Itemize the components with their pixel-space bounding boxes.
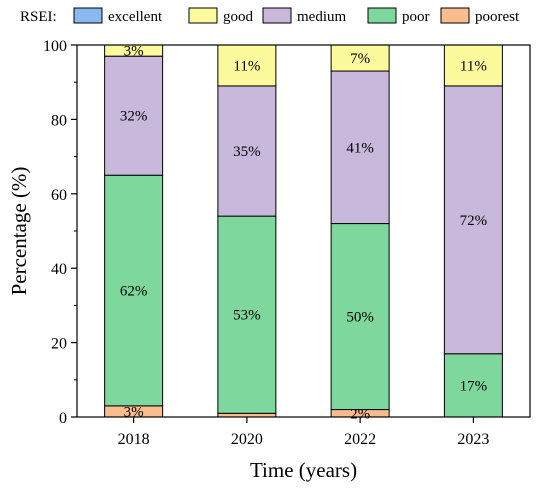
bar-segment-good-2023 [443, 44, 503, 87]
y-tick-label: 20 [51, 336, 67, 353]
legend-label-poor: poor [402, 9, 430, 25]
data-label-medium-2020: 35% [233, 144, 261, 160]
data-label-poor-2018: 62% [120, 284, 148, 300]
legend-swatch-medium [262, 7, 292, 24]
x-tick-label: 2018 [118, 431, 150, 448]
y-tick-label: 60 [51, 187, 67, 204]
bar-segment-medium-2018 [104, 55, 164, 176]
bar-segment-poor-2022 [330, 223, 390, 411]
data-label-good-2018: 3% [124, 44, 144, 60]
data-label-poorest-2022: 2% [350, 406, 370, 422]
y-tick-label: 40 [51, 261, 67, 278]
axes: 0 20 40 60 80 100 2018 2020 2022 2023 [43, 38, 489, 448]
data-labels: 3%62%32%3%53%35%11%2%50%41%7%17%72%11% [120, 44, 487, 423]
data-label-medium-2018: 32% [120, 109, 148, 125]
y-tick-label: 100 [43, 38, 67, 55]
data-label-good-2023: 11% [460, 58, 487, 74]
y-axis-title: Percentage (%) [7, 167, 31, 296]
y-tick-label: 0 [59, 410, 67, 427]
x-tick-label: 2022 [344, 431, 376, 448]
x-axis-title: Time (years) [250, 458, 357, 482]
legend-label-medium: medium [297, 9, 346, 25]
legend-swatch-poorest [440, 7, 470, 24]
data-label-good-2022: 7% [350, 51, 370, 67]
legend-swatch-excellent [73, 7, 103, 24]
data-label-medium-2023: 72% [460, 213, 488, 229]
legend-swatch-poor [367, 7, 397, 24]
legend-label-good: good [223, 9, 254, 25]
bar-segment-medium-2023 [443, 85, 503, 355]
bars [104, 44, 503, 418]
data-label-good-2020: 11% [233, 58, 260, 74]
bar-segment-poor-2023 [443, 353, 503, 418]
data-label-poor-2020: 53% [233, 308, 261, 324]
data-label-poor-2022: 50% [346, 310, 374, 326]
legend-title: RSEI: [20, 9, 57, 25]
x-tick-label: 2023 [457, 431, 489, 448]
y-tick-label: 80 [51, 112, 67, 129]
data-label-poor-2023: 17% [460, 378, 488, 394]
x-tick-label: 2020 [231, 431, 263, 448]
legend-swatch-good [188, 7, 218, 24]
bar-segment-poor-2018 [104, 174, 164, 407]
legend-label-poorest: poorest [475, 9, 520, 25]
legend-label-excellent: excellent [108, 9, 163, 25]
legend: RSEI: excellent good medium poor poorest [20, 7, 520, 25]
data-label-medium-2022: 41% [346, 140, 374, 156]
